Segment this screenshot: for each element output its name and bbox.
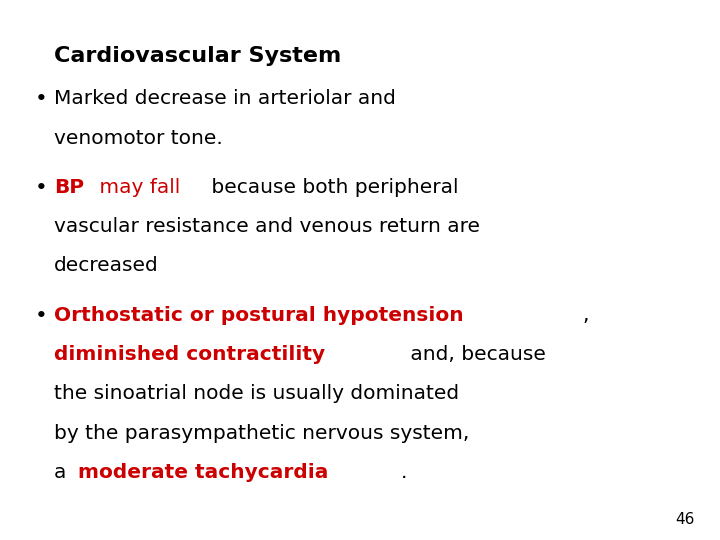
Text: •: • bbox=[35, 306, 48, 326]
Text: Marked decrease in arteriolar and: Marked decrease in arteriolar and bbox=[54, 89, 396, 108]
Text: .: . bbox=[401, 463, 408, 482]
Text: by the parasympathetic nervous system,: by the parasympathetic nervous system, bbox=[54, 424, 469, 443]
Text: a: a bbox=[54, 463, 73, 482]
Text: Cardiovascular System: Cardiovascular System bbox=[54, 46, 341, 66]
Text: vascular resistance and venous return are: vascular resistance and venous return ar… bbox=[54, 217, 480, 236]
Text: ,: , bbox=[582, 306, 589, 325]
Text: 46: 46 bbox=[675, 511, 695, 526]
Text: decreased: decreased bbox=[54, 256, 158, 275]
Text: •: • bbox=[35, 89, 48, 109]
Text: because both peripheral: because both peripheral bbox=[205, 178, 459, 197]
Text: BP: BP bbox=[54, 178, 84, 197]
Text: may fall: may fall bbox=[93, 178, 180, 197]
Text: diminished contractility: diminished contractility bbox=[54, 345, 325, 364]
Text: and, because: and, because bbox=[404, 345, 546, 364]
Text: •: • bbox=[35, 178, 48, 198]
Text: moderate tachycardia: moderate tachycardia bbox=[78, 463, 328, 482]
Text: venomotor tone.: venomotor tone. bbox=[54, 129, 222, 147]
Text: the sinoatrial node is usually dominated: the sinoatrial node is usually dominated bbox=[54, 384, 459, 403]
Text: Orthostatic or postural hypotension: Orthostatic or postural hypotension bbox=[54, 306, 464, 325]
